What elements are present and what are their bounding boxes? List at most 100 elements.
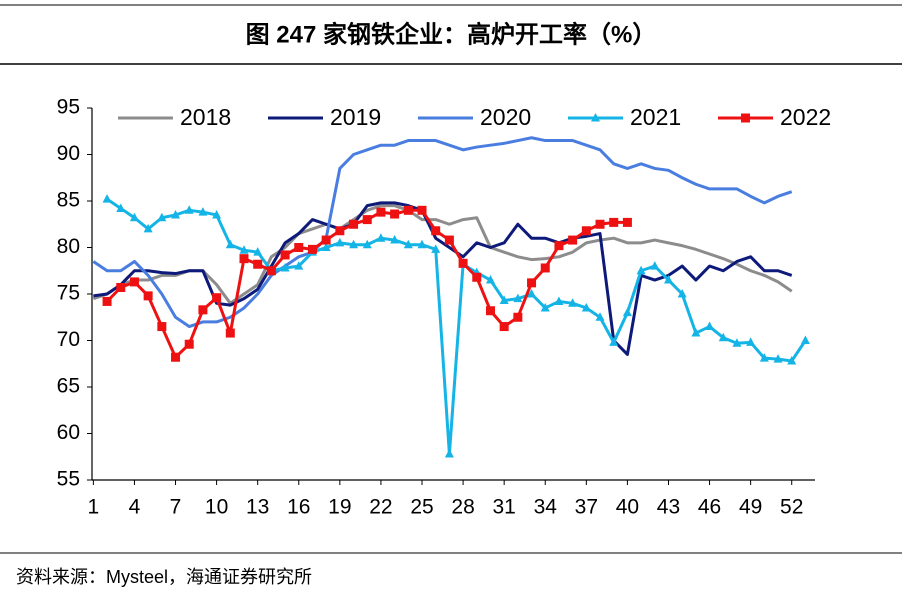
square-marker xyxy=(499,322,509,332)
triangle-marker xyxy=(253,247,263,256)
triangle-marker xyxy=(184,205,194,214)
legend-marker xyxy=(591,113,600,122)
triangle-marker xyxy=(198,207,208,216)
triangle-marker xyxy=(636,265,646,275)
y-tick-label: 85 xyxy=(57,189,80,212)
series-line xyxy=(92,204,793,305)
y-tick-label: 90 xyxy=(57,142,80,165)
x-tick-label: 16 xyxy=(287,496,310,519)
triangle-marker xyxy=(212,209,222,219)
legend-label: 2018 xyxy=(180,104,231,130)
x-tick-label: 22 xyxy=(369,496,392,519)
x-tick-label: 37 xyxy=(575,496,598,519)
triangle-marker xyxy=(540,302,550,312)
triangle-marker xyxy=(663,275,673,284)
triangle-marker xyxy=(705,321,715,331)
square-marker xyxy=(458,258,468,268)
triangle-marker xyxy=(759,353,769,362)
triangle-marker xyxy=(773,354,783,363)
x-tick-label: 49 xyxy=(739,496,762,519)
square-marker xyxy=(129,277,139,287)
triangle-marker xyxy=(321,242,331,251)
triangle-marker xyxy=(239,245,249,254)
triangle-marker xyxy=(171,209,181,219)
square-marker xyxy=(581,226,591,236)
y-tick-label: 60 xyxy=(57,421,80,444)
triangle-marker xyxy=(390,235,400,244)
x-tick-label: 13 xyxy=(246,496,269,519)
triangle-marker xyxy=(677,289,687,298)
square-marker xyxy=(403,205,413,215)
triangle-marker xyxy=(691,328,701,337)
triangle-marker xyxy=(335,237,345,247)
square-marker xyxy=(225,328,235,338)
triangle-marker xyxy=(444,448,454,458)
square-marker xyxy=(568,235,578,245)
square-marker xyxy=(212,293,222,303)
legend-marker xyxy=(741,113,750,123)
triangle-marker xyxy=(485,275,495,284)
square-marker xyxy=(513,312,523,322)
square-marker xyxy=(485,306,495,316)
triangle-marker xyxy=(294,261,304,270)
x-tick-label: 46 xyxy=(698,496,721,519)
triangle-marker xyxy=(129,212,139,222)
x-tick-label: 4 xyxy=(129,496,141,519)
triangle-marker xyxy=(787,355,797,365)
triangle-marker xyxy=(499,295,509,305)
x-tick-label: 28 xyxy=(451,496,474,519)
y-tick-label: 65 xyxy=(57,375,80,398)
series-line xyxy=(92,136,793,329)
y-tick-label: 95 xyxy=(57,96,80,119)
triangle-marker xyxy=(157,212,167,222)
x-tick-label: 10 xyxy=(205,496,228,519)
triangle-marker xyxy=(225,239,235,249)
square-marker xyxy=(321,235,331,245)
square-marker xyxy=(157,322,167,332)
legend-label: 2021 xyxy=(630,104,681,130)
square-marker xyxy=(527,278,537,288)
triangle-marker xyxy=(527,289,537,298)
square-marker xyxy=(253,259,263,269)
y-tick-label: 55 xyxy=(57,468,80,491)
y-tick-label: 70 xyxy=(57,328,80,351)
series-line xyxy=(105,208,628,359)
series-line xyxy=(106,197,807,456)
square-marker xyxy=(280,250,290,260)
triangle-marker xyxy=(746,337,756,346)
square-marker xyxy=(390,209,400,219)
square-marker xyxy=(472,272,482,282)
square-marker xyxy=(171,352,181,362)
square-marker xyxy=(444,235,454,245)
square-marker xyxy=(554,241,564,251)
triangle-marker xyxy=(568,298,578,307)
triangle-marker xyxy=(581,302,591,312)
square-marker xyxy=(431,226,441,236)
x-tick-label: 52 xyxy=(780,496,803,519)
x-tick-label: 25 xyxy=(410,496,433,519)
chart-title: 图 247 家钢铁企业：高炉开工率（%） xyxy=(246,20,657,48)
square-marker xyxy=(540,263,550,273)
legend-label: 2020 xyxy=(480,104,531,130)
triangle-marker xyxy=(376,233,386,242)
square-marker xyxy=(622,217,632,227)
square-marker xyxy=(294,243,304,252)
square-marker xyxy=(609,217,619,227)
series-line xyxy=(93,201,793,356)
legend-label: 2022 xyxy=(780,104,831,130)
square-marker xyxy=(335,226,345,236)
triangle-marker xyxy=(431,244,441,253)
triangle-marker xyxy=(403,239,413,249)
square-marker xyxy=(307,244,317,254)
x-tick-label: 7 xyxy=(170,496,182,519)
square-marker xyxy=(102,296,112,306)
triangle-marker xyxy=(102,194,112,203)
x-tick-label: 43 xyxy=(657,496,680,519)
square-marker xyxy=(362,215,372,225)
x-tick-label: 40 xyxy=(616,496,639,519)
square-marker xyxy=(239,254,249,264)
triangle-marker xyxy=(349,239,359,249)
triangle-marker xyxy=(362,239,372,249)
square-marker xyxy=(349,219,359,229)
